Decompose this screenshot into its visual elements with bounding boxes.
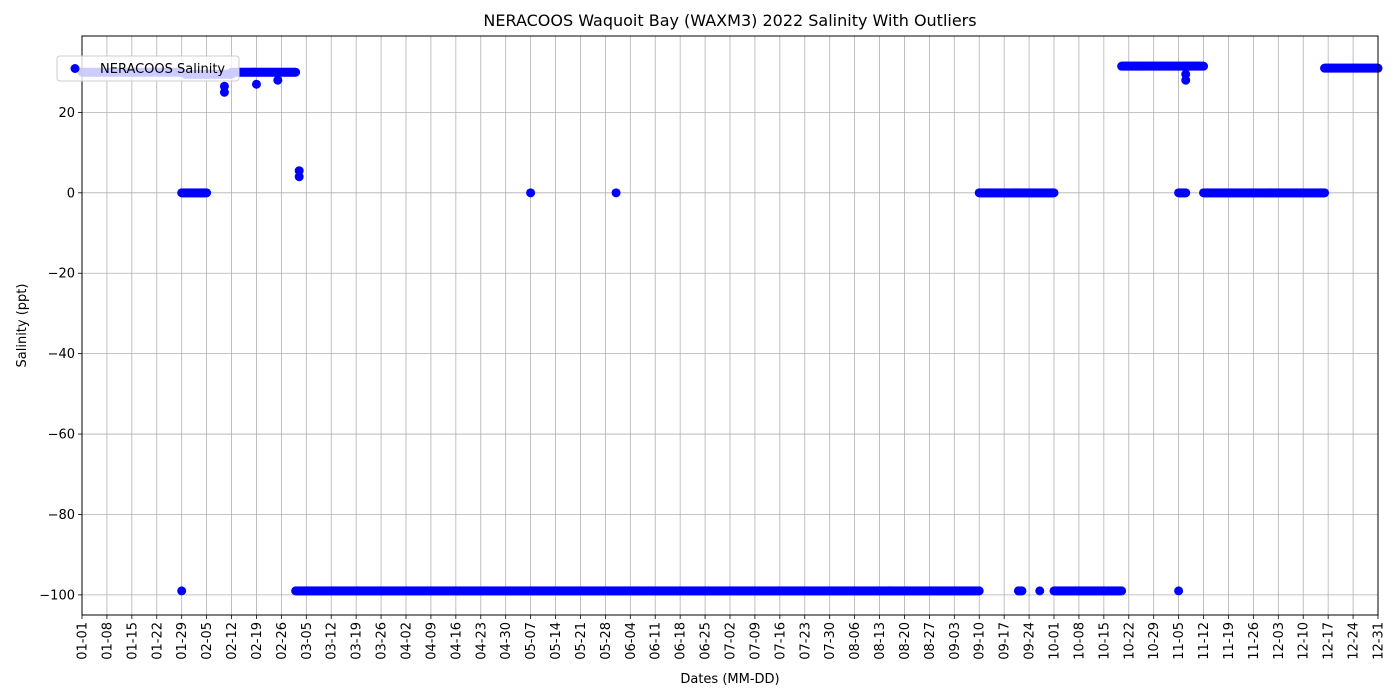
- data-point: [251, 79, 261, 89]
- data-point: [611, 188, 621, 198]
- x-tick-label: 06-25: [699, 622, 714, 660]
- x-tick-label: 08-27: [923, 622, 938, 660]
- legend-label: NERACOOS Salinity: [100, 62, 225, 77]
- x-tick-label: 04-09: [424, 622, 439, 660]
- x-tick-label: 06-11: [649, 622, 664, 660]
- x-tick-label: 01-08: [100, 622, 115, 660]
- x-tick-label: 09-03: [948, 622, 963, 660]
- x-tick-label: 04-23: [474, 622, 489, 660]
- x-tick-label: 04-30: [499, 622, 514, 660]
- data-point: [1017, 586, 1027, 596]
- y-tick-label: −80: [48, 508, 75, 523]
- data-point: [1199, 61, 1209, 71]
- data-point: [1117, 586, 1127, 596]
- grid: [81, 36, 1379, 615]
- x-tick-label: 12-24: [1347, 622, 1362, 660]
- x-tick-label: 05-21: [574, 622, 589, 660]
- data-point: [1035, 586, 1045, 596]
- x-tick-label: 11-12: [1197, 622, 1212, 660]
- legend: NERACOOS Salinity: [56, 55, 240, 82]
- x-tick-label: 11-05: [1172, 622, 1187, 660]
- x-tick-label: 11-19: [1222, 622, 1237, 660]
- x-tick-label: 05-07: [524, 622, 539, 660]
- data-point: [177, 586, 187, 596]
- x-tick-label: 01-22: [150, 622, 165, 660]
- y-tick-label: 0: [67, 186, 75, 201]
- x-tick-label: 10-08: [1072, 622, 1087, 660]
- data-point: [1049, 188, 1059, 198]
- y-tick-label: −60: [48, 428, 75, 443]
- x-tick-label: 10-29: [1147, 622, 1162, 660]
- data-point: [219, 81, 229, 91]
- data-point: [273, 75, 283, 85]
- x-tick-label: 12-10: [1297, 622, 1312, 660]
- x-tick-label: 09-17: [998, 622, 1013, 660]
- data-point: [202, 188, 212, 198]
- data-point: [1174, 586, 1184, 596]
- data-point: [1181, 69, 1191, 79]
- x-tick-label: 03-05: [300, 622, 315, 660]
- x-tick-label: 09-10: [973, 622, 988, 660]
- data-point: [291, 67, 301, 77]
- x-tick-label: 12-31: [1372, 622, 1387, 660]
- x-tick-label: 03-12: [325, 622, 340, 660]
- x-tick-label: 07-02: [724, 622, 739, 660]
- legend-box: [56, 55, 240, 82]
- data-point: [294, 172, 304, 182]
- x-tick-label: 08-13: [873, 622, 888, 660]
- x-tick-label: 04-16: [449, 622, 464, 660]
- data-point: [974, 586, 984, 596]
- x-tick-label: 07-16: [773, 622, 788, 660]
- x-tick-label: 12-03: [1272, 622, 1287, 660]
- y-tick-label: −20: [48, 267, 75, 282]
- x-tick-label: 06-18: [674, 622, 689, 660]
- x-tick-label: 05-14: [549, 622, 564, 660]
- x-tick-label: 07-09: [748, 622, 763, 660]
- x-tick-label: 11-26: [1247, 622, 1262, 660]
- x-tick-label: 06-04: [624, 622, 639, 660]
- x-tick-label: 01-29: [175, 622, 190, 660]
- x-tick-label: 10-01: [1048, 622, 1063, 660]
- y-tick-label: −40: [48, 347, 75, 362]
- x-tick-label: 05-28: [599, 622, 614, 660]
- x-tick-label: 07-23: [798, 622, 813, 660]
- x-tick-label: 03-19: [350, 622, 365, 660]
- x-tick-label: 03-26: [375, 622, 390, 660]
- data-point: [1320, 188, 1330, 198]
- x-tick-label: 08-20: [898, 622, 913, 660]
- legend-marker: [70, 64, 80, 73]
- x-tick-label: 02-05: [200, 622, 215, 660]
- x-axis-label: Dates (MM-DD): [680, 672, 779, 687]
- x-tick-label: 10-15: [1097, 622, 1112, 660]
- x-tick-label: 09-24: [1023, 622, 1038, 660]
- x-tick-label: 04-02: [400, 622, 415, 660]
- x-tick-label: 01-01: [76, 622, 91, 660]
- y-axis-label: Salinity (ppt): [15, 284, 30, 368]
- data-point: [1181, 188, 1191, 198]
- data-point: [526, 188, 536, 198]
- x-tick-label: 02-26: [275, 622, 290, 660]
- x-tick-label: 01-15: [125, 622, 140, 660]
- y-axis-ticks: 20 0 −20 −40 −60 −80 −100: [39, 106, 82, 603]
- x-tick-label: 02-12: [225, 622, 240, 660]
- x-tick-label: 10-22: [1122, 622, 1137, 660]
- x-tick-label: 07-30: [823, 622, 838, 660]
- x-tick-label: 02-19: [250, 622, 265, 660]
- chart-title: NERACOOS Waquoit Bay (WAXM3) 2022 Salini…: [483, 11, 976, 30]
- x-tick-label: 08-06: [848, 622, 863, 660]
- x-tick-label: 12-17: [1322, 622, 1337, 660]
- y-tick-label: −100: [39, 588, 75, 603]
- y-tick-label: 20: [58, 106, 75, 121]
- x-axis-ticks: 01-01 01-08 01-15 01-22 01-29 02-05 02-12 02-19…: [76, 615, 1387, 660]
